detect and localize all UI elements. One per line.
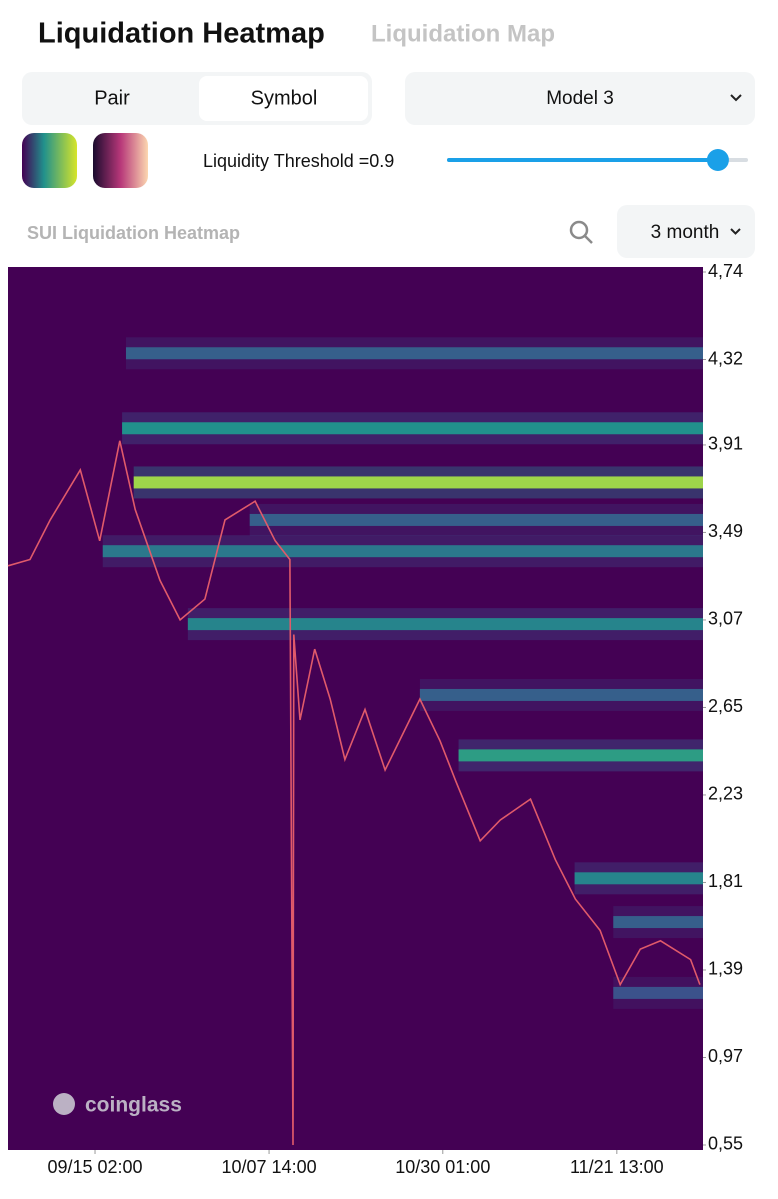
model-label: Model 3: [546, 88, 614, 109]
search-icon-handle: [584, 235, 593, 244]
liquidity-band: [613, 916, 703, 929]
x-tick-label: 09/15 02:00: [47, 1157, 142, 1177]
plot: 4,74 4,32 3,91 3,49 3,07 2,65 2,23 1,81 1,39 0,97…: [7, 261, 743, 1177]
y-tick-label: 2,23: [708, 784, 743, 804]
y-tick-label: 3,49: [708, 521, 743, 541]
liquidity-band: [102, 545, 704, 558]
liquidity-band: [249, 513, 703, 526]
watermark: coinglass: [85, 1094, 182, 1117]
x-tick-label: 11/21 13:00: [570, 1157, 664, 1177]
y-tick-label: 1,81: [708, 871, 743, 891]
model-dropdown[interactable]: [405, 72, 755, 125]
y-tick-label: 1,39: [708, 959, 743, 979]
y-tick-label: 4,74: [708, 261, 743, 281]
watermark-logo: [53, 1093, 75, 1115]
y-tick-label: 3,07: [708, 609, 743, 629]
liquidity-band: [133, 476, 703, 489]
colorscheme-viridis[interactable]: [22, 133, 77, 188]
chevron: [730, 94, 742, 102]
y-tick-label: 0,97: [708, 1046, 743, 1066]
slider-knob[interactable]: [706, 149, 729, 171]
x-tick-label: 10/07 14:00: [222, 1157, 317, 1177]
tab-active[interactable]: Liquidation Heatmap: [38, 18, 325, 50]
threshold-label: Liquidity Threshold =0.9: [203, 151, 394, 171]
period-dropdown[interactable]: [617, 205, 755, 258]
colorscheme-magma[interactable]: [93, 133, 148, 188]
liquidity-band: [125, 347, 703, 360]
y-tick-label: 3,91: [708, 434, 743, 454]
price-line: [7, 440, 701, 1146]
y-tick-label: 4,32: [708, 348, 743, 368]
liquidity-band: [122, 422, 703, 435]
period-label: 3 month: [651, 222, 720, 243]
liquidity-band: [458, 749, 703, 762]
x-tick-label: 10/30 01:00: [395, 1157, 490, 1177]
segment-selected: [199, 76, 368, 121]
chevron: [730, 228, 741, 235]
y-tick-label: 0,55: [708, 1134, 743, 1154]
liquidity-band: [574, 872, 703, 885]
heatmap-background: [8, 267, 703, 1150]
chart-title: SUI Liquidation Heatmap: [27, 223, 240, 243]
liquidity-band: [613, 986, 703, 999]
liquidity-band: [419, 688, 703, 701]
liquidity-band: [187, 618, 703, 631]
y-tick-label: 2,65: [708, 696, 743, 716]
segment-option[interactable]: Symbol: [251, 87, 318, 109]
search-icon[interactable]: [569, 220, 589, 240]
segment-option[interactable]: Pair: [94, 87, 130, 109]
slider-fill: [447, 158, 718, 162]
tab[interactable]: Liquidation Map: [371, 20, 555, 47]
